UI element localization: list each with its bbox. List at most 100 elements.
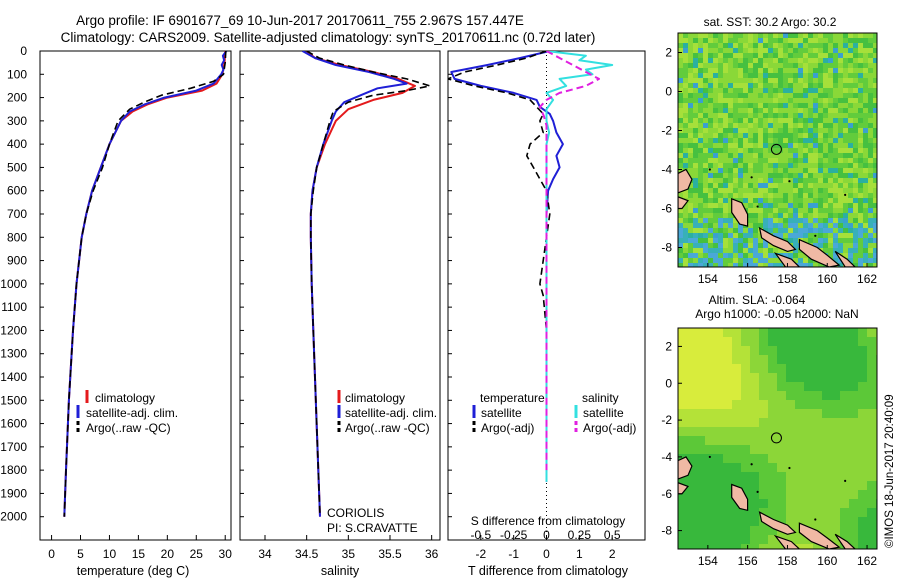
map-cell xyxy=(873,88,877,94)
map-cell xyxy=(803,198,809,204)
map-cell xyxy=(698,53,704,59)
map-cell xyxy=(867,382,877,392)
map-cell xyxy=(743,168,749,174)
map-cell xyxy=(848,108,854,114)
map-cell xyxy=(843,168,849,174)
map-cell xyxy=(753,103,759,109)
map-cell xyxy=(768,133,774,139)
map-cell xyxy=(698,123,704,129)
map-cell xyxy=(743,153,749,159)
map-cell xyxy=(708,58,714,64)
map-cell xyxy=(748,188,754,194)
map-cell xyxy=(688,158,694,164)
map-cell xyxy=(743,43,749,49)
map-cell xyxy=(833,103,839,109)
map-cell xyxy=(683,253,689,259)
map-cell xyxy=(863,228,869,234)
map-cell xyxy=(750,490,760,500)
map-cell xyxy=(703,163,709,169)
map-cell xyxy=(823,183,829,189)
map-cell xyxy=(803,173,809,179)
map-cell xyxy=(683,138,689,144)
map-cell xyxy=(843,248,849,254)
map-cell xyxy=(873,73,877,79)
map-cell xyxy=(783,103,789,109)
map-cell xyxy=(743,123,749,129)
map-cell xyxy=(788,118,794,124)
map-cell xyxy=(804,508,814,518)
map-cell xyxy=(849,481,859,491)
map-cell xyxy=(783,198,789,204)
map-cell xyxy=(768,88,774,94)
map-cell xyxy=(696,427,706,437)
map-cell xyxy=(848,128,854,134)
map-cell xyxy=(713,243,719,249)
map-cell xyxy=(813,328,823,338)
map-cell xyxy=(714,373,724,383)
map-cell xyxy=(868,243,874,249)
map-cell xyxy=(838,88,844,94)
map-cell xyxy=(823,103,829,109)
islet xyxy=(788,180,791,183)
map-cell xyxy=(813,436,823,446)
map-cell xyxy=(804,355,814,365)
map-cell xyxy=(696,355,706,365)
map-cell xyxy=(733,168,739,174)
map-cell xyxy=(718,213,724,219)
map-cell xyxy=(718,73,724,79)
map-cell xyxy=(732,400,742,410)
map-cell xyxy=(733,33,739,39)
map-cell xyxy=(753,143,759,149)
map-cell xyxy=(793,228,799,234)
map-cell xyxy=(793,258,799,264)
map-cell xyxy=(833,53,839,59)
map-cell xyxy=(728,93,734,99)
map-cell xyxy=(788,33,794,39)
map-cell xyxy=(858,98,864,104)
map-cell xyxy=(723,391,733,401)
map-cell xyxy=(738,98,744,104)
map-cell xyxy=(863,183,869,189)
map-cell xyxy=(693,98,699,104)
map-cell xyxy=(773,173,779,179)
map-cell xyxy=(708,228,714,234)
sla-map-title-2: Argo h1000: -0.05 h2000: NaN xyxy=(695,307,858,321)
map-cell xyxy=(823,108,829,114)
map-cell xyxy=(759,382,769,392)
map-cell xyxy=(798,183,804,189)
map-cell xyxy=(688,233,694,239)
map-cell xyxy=(858,33,864,39)
map-cell xyxy=(818,78,824,84)
map-cell xyxy=(714,337,724,347)
map-cell xyxy=(804,346,814,356)
map-cell xyxy=(678,143,684,149)
map-cell xyxy=(693,248,699,254)
map-cell xyxy=(728,98,734,104)
map-cell xyxy=(768,93,774,99)
map-cell xyxy=(743,163,749,169)
map-cell xyxy=(838,233,844,239)
map-cell xyxy=(763,58,769,64)
map-cell xyxy=(738,113,744,119)
map-cell xyxy=(853,43,859,49)
land-island xyxy=(758,511,797,535)
map-cell xyxy=(688,188,694,194)
map-cell xyxy=(823,68,829,74)
map-cell xyxy=(705,454,715,464)
map-cell xyxy=(683,148,689,154)
map-cell xyxy=(728,68,734,74)
map-cell xyxy=(723,53,729,59)
lat-tick-label: 0 xyxy=(665,85,672,99)
map-cell xyxy=(741,436,751,446)
map-cell xyxy=(728,148,734,154)
map-cell xyxy=(738,263,744,267)
map-cell xyxy=(833,58,839,64)
map-cell xyxy=(813,364,823,374)
map-cell xyxy=(743,33,749,39)
map-cell xyxy=(868,143,874,149)
map-cell xyxy=(763,183,769,189)
map-cell xyxy=(698,128,704,134)
map-cell xyxy=(813,88,819,94)
map-cell xyxy=(831,400,841,410)
map-cell xyxy=(868,108,874,114)
